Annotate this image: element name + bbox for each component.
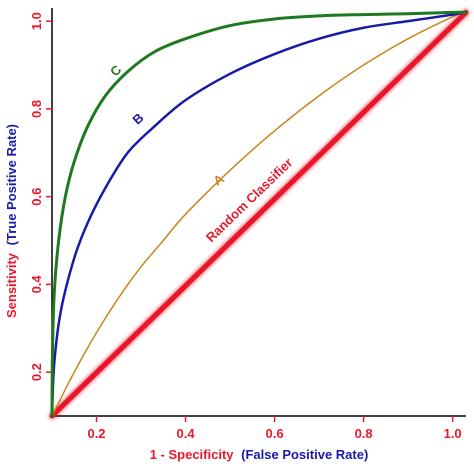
y-axis-title: Sensitivity (True Positive Rate) <box>4 124 19 318</box>
x-tick-label: 1.0 <box>444 426 462 441</box>
x-axis-title: 1 - Specificity (False Positive Rate) <box>150 447 369 462</box>
y-axis-title-prefix: Sensitivity <box>4 252 19 318</box>
x-axis-title-prefix: 1 - Specificity <box>150 447 235 462</box>
series-c-line <box>50 10 468 418</box>
y-ticks: 0.2 0.4 0.6 0.8 1.0 <box>29 12 52 381</box>
y-tick-label: 0.6 <box>29 188 44 206</box>
y-axis-title-suffix: (True Positive Rate) <box>4 124 19 245</box>
label-random-classifier: Random Classifier <box>203 155 296 245</box>
x-tick-label: 0.4 <box>177 426 196 441</box>
y-tick-label: 0.2 <box>29 363 44 381</box>
x-axis-title-suffix: (False Positive Rate) <box>241 447 368 462</box>
series-layer <box>49 9 469 419</box>
x-tick-label: 0.6 <box>266 426 284 441</box>
y-tick-label: 0.8 <box>29 100 44 118</box>
x-ticks: 0.2 0.4 0.6 0.8 1.0 <box>87 416 462 441</box>
x-tick-label: 0.8 <box>355 426 373 441</box>
series-b-line <box>50 11 468 418</box>
series-random-classifier-line <box>49 9 469 419</box>
x-tick-label: 0.2 <box>87 426 105 441</box>
y-tick-label: 0.4 <box>29 275 44 294</box>
label-b: B <box>130 110 147 127</box>
series-a-line <box>51 11 467 417</box>
y-tick-label: 1.0 <box>29 12 44 30</box>
